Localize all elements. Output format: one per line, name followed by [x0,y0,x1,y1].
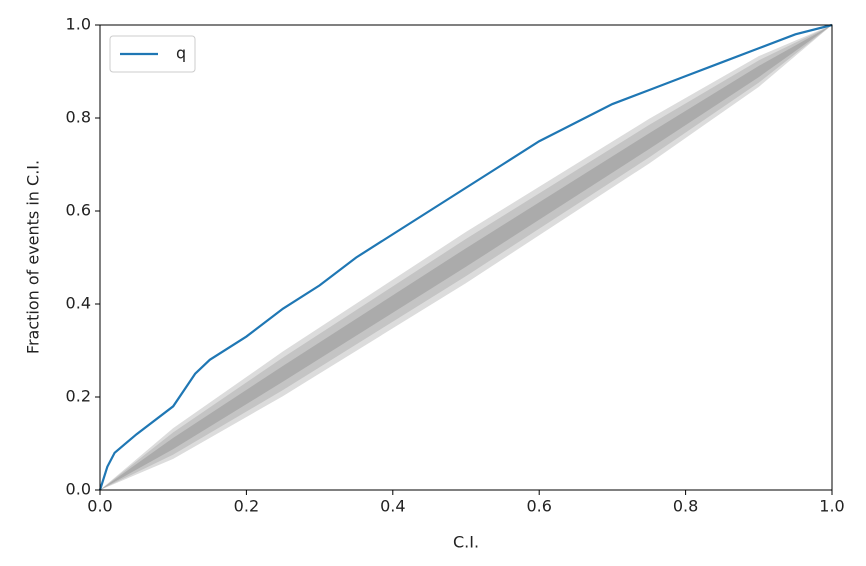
plot-frame [99,24,833,491]
y-tick-label: 0.2 [66,387,91,406]
y-tick-label: 0.6 [66,201,91,220]
x-tick-label: 0.0 [87,497,112,516]
y-tick-label: 1.0 [66,15,91,34]
x-tick-label: 0.6 [526,497,551,516]
y-tick-label: 0.4 [66,294,91,313]
y-axis-label: Fraction of events in C.I. [24,160,43,354]
x-tick-label: 0.8 [673,497,698,516]
x-axis-label: C.I. [453,533,479,552]
x-tick-label: 0.4 [380,497,405,516]
legend-label: q [176,44,186,63]
x-tick-label: 0.2 [234,497,259,516]
x-tick-label: 1.0 [819,497,844,516]
confidence-band [100,25,832,490]
y-tick-label: 0.0 [66,480,91,499]
data-line [98,23,833,491]
y-tick-label: 0.8 [66,108,91,127]
